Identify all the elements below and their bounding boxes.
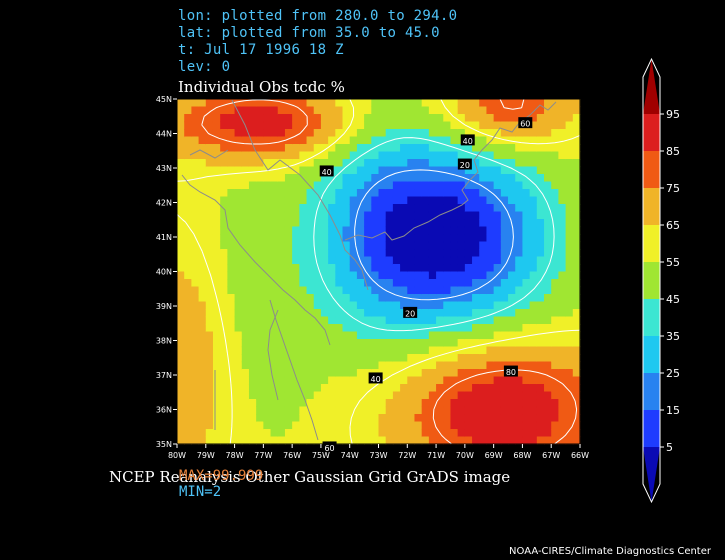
contour-label-box [460,134,475,146]
x-tick-label: 76W [283,451,301,460]
contour-label: 20 [405,309,415,318]
contour-lines [176,98,581,445]
x-tick-label: 79W [197,451,215,460]
contour-label: 20 [460,161,470,170]
x-tick-label: 66W [571,451,589,460]
y-tick-label: 38N [156,337,172,346]
y-axis: 35N 36N 37N 38N 39N 40N 41N 42N 43N 44N 45N [156,95,177,449]
x-tick-label: 74W [341,451,359,460]
colorbar-segment [643,188,660,225]
x-tick-label: 75W [312,451,330,460]
y-tick-label: 36N [156,406,172,415]
colorbar-label: 25 [666,367,680,380]
lon-range-text: lon: plotted from 280.0 to 294.0 [178,8,458,24]
contour-label-box [518,117,533,129]
colorbar-label: 5 [666,441,673,454]
contour-line-20 [354,169,514,301]
x-tick-label: 72W [398,451,416,460]
contour-label-box [368,372,383,384]
contour-label-box [322,441,337,453]
colorbar-label: 65 [666,219,680,232]
coastline [181,99,557,441]
contour-label: 60 [520,120,530,129]
y-tick-label: 40N [156,268,172,277]
colorbar-segment [643,336,660,373]
contour-label: 40 [463,137,473,146]
colorbar-segment [643,410,660,447]
credit-text: NOAA-CIRES/Climate Diagnostics Center [509,546,711,557]
colorbar-label: 45 [666,293,680,306]
colorbar-segment [643,373,660,410]
contour-label: 60 [324,444,334,453]
y-tick-label: 44N [156,130,172,139]
level-text: lev: 0 [178,59,231,75]
x-tick-label: 69W [485,451,503,460]
time-text: t: Jul 17 1996 18 Z [178,42,344,58]
x-tick-label: 68W [513,451,531,460]
contour-label-box [319,165,334,177]
colorbar-segment [643,114,660,151]
contour-line-80 [201,98,578,445]
y-tick-label: 43N [156,164,172,173]
colorbar: 5 15 25 35 45 55 65 75 85 95 [642,57,680,504]
colorbar-label: 85 [666,145,680,158]
colorbar-segment [643,299,660,336]
heatmap-field [177,99,581,445]
contour-label-box [457,158,472,170]
contour-label-box [503,365,518,377]
x-tick-label: 73W [369,451,387,460]
colorbar-label: 15 [666,404,680,417]
contour-label: 40 [322,168,332,177]
y-tick-label: 41N [156,233,172,242]
contour-label: 80 [506,368,516,377]
contour-line-40 [313,137,555,332]
x-tick-label: 71W [427,451,445,460]
x-tick-label: 80W [168,451,186,460]
max-value-text: MAX=99.999 [179,468,264,484]
colorbar-segment [643,262,660,299]
y-tick-label: 39N [156,302,172,311]
colorbar-segment [643,59,660,114]
min-value-text: MIN=2 [179,484,222,500]
colorbar-outline [642,57,661,504]
y-tick-label: 42N [156,199,172,208]
y-tick-label: 35N [156,440,172,449]
colorbar-label: 95 [666,108,680,121]
colorbar-segment [643,151,660,188]
lat-range-text: lat: plotted from 35.0 to 45.0 [178,25,440,41]
x-tick-label: 78W [226,451,244,460]
colorbar-segment [643,225,660,262]
plot-title: Individual Obs tcdc % [178,78,345,96]
y-tick-label: 37N [156,371,172,380]
x-tick-label: 77W [254,451,272,460]
colorbar-label: 35 [666,330,680,343]
contour-label-box [403,306,418,318]
x-tick-label: 70W [456,451,474,460]
contour-line-60 [176,98,581,445]
contour-label: 40 [371,375,381,384]
x-tick-label: 67W [542,451,560,460]
colorbar-segment [643,447,660,502]
colorbar-label: 55 [666,256,680,269]
x-axis: 80W 79W 78W 77W 76W 75W 74W 73W 72W 71W 70W 69W 68W 6… [168,444,589,460]
y-tick-label: 45N [156,95,172,104]
colorbar-label: 75 [666,182,680,195]
source-title: NCEP Reanalysis Other Gaussian Grid GrAD… [109,468,511,486]
